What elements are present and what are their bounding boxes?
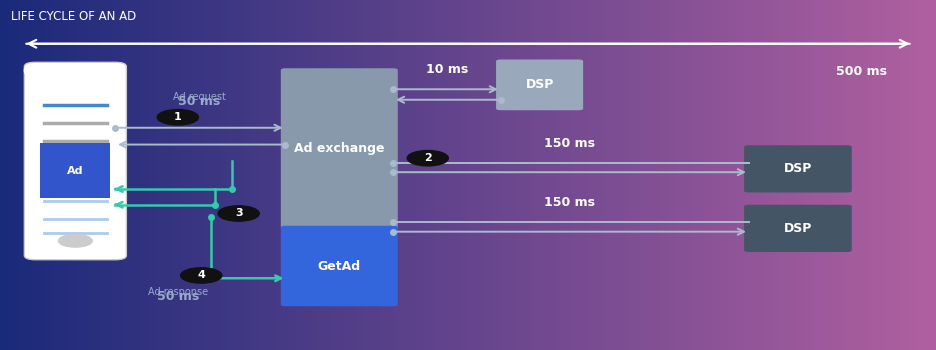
Text: 150 ms: 150 ms (544, 137, 594, 150)
FancyBboxPatch shape (744, 205, 852, 252)
Circle shape (218, 206, 259, 221)
FancyBboxPatch shape (24, 62, 126, 260)
Circle shape (58, 234, 92, 247)
FancyBboxPatch shape (496, 60, 583, 110)
FancyBboxPatch shape (281, 226, 398, 306)
Text: DSP: DSP (525, 78, 554, 91)
Text: 500 ms: 500 ms (836, 65, 886, 78)
Text: Ad exchange: Ad exchange (294, 142, 385, 155)
Text: GetAd: GetAd (317, 259, 361, 273)
Text: Ad request: Ad request (173, 91, 226, 102)
FancyBboxPatch shape (40, 144, 110, 198)
Circle shape (181, 268, 222, 283)
Text: 1: 1 (174, 112, 182, 122)
Text: 50 ms: 50 ms (178, 95, 221, 108)
Circle shape (157, 110, 198, 125)
Text: 10 ms: 10 ms (426, 63, 469, 76)
Text: 2: 2 (424, 153, 431, 163)
Text: Ad: Ad (67, 166, 83, 176)
Text: DSP: DSP (783, 162, 812, 175)
Text: 150 ms: 150 ms (544, 196, 594, 209)
FancyBboxPatch shape (744, 145, 852, 193)
Text: 50 ms: 50 ms (156, 290, 199, 303)
Text: Ad response: Ad response (148, 287, 208, 297)
Text: DSP: DSP (783, 222, 812, 235)
Circle shape (407, 150, 448, 166)
Text: 3: 3 (235, 209, 242, 218)
FancyBboxPatch shape (281, 68, 398, 229)
Text: 4: 4 (197, 271, 205, 280)
Text: 0 ms: 0 ms (23, 65, 57, 78)
Text: LIFE CYCLE OF AN AD: LIFE CYCLE OF AN AD (11, 10, 137, 23)
